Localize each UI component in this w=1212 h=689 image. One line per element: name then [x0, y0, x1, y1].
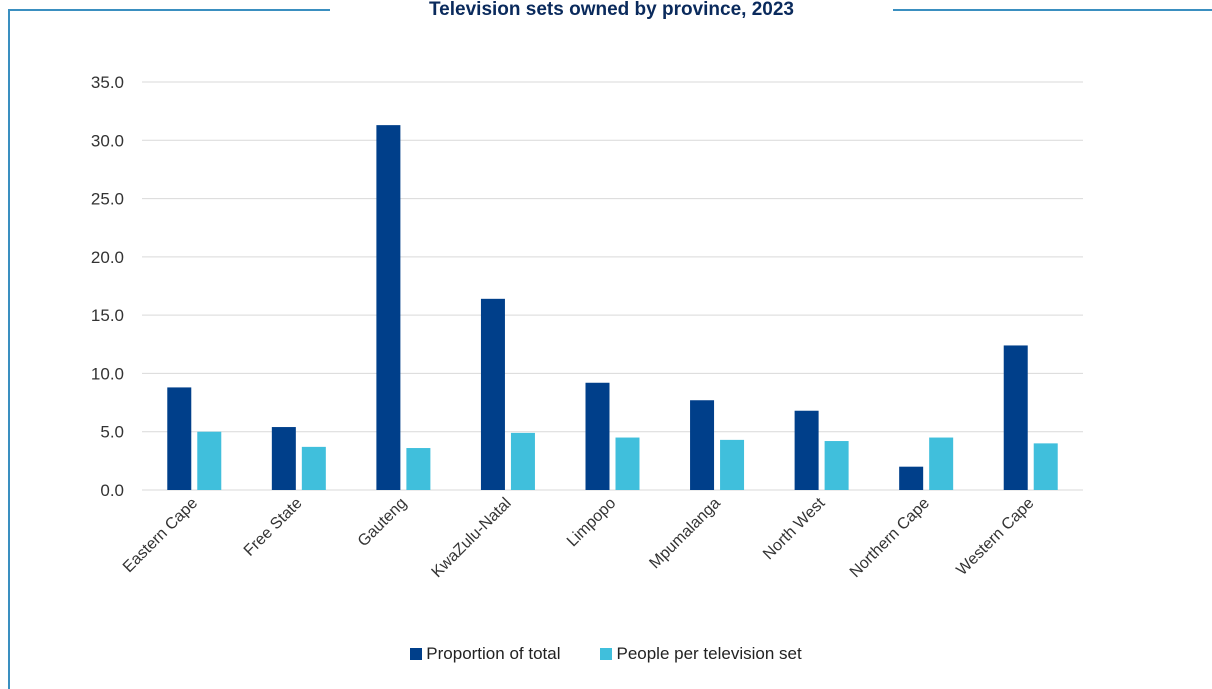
x-tick-label: Gauteng	[355, 495, 410, 550]
bar-proportion	[1004, 345, 1028, 490]
x-tick-label: North West	[760, 494, 829, 563]
y-tick-label: 20.0	[91, 248, 124, 267]
bar-people-per-set	[720, 440, 744, 490]
bar-people-per-set	[511, 433, 535, 490]
legend-item-proportion: Proportion of total	[410, 644, 560, 664]
legend-item-people-per-set: People per television set	[600, 644, 801, 664]
x-tick-label: Eastern Cape	[120, 495, 201, 576]
bar-proportion	[586, 383, 610, 490]
bar-proportion	[376, 125, 400, 490]
bar-people-per-set	[929, 438, 953, 490]
x-tick-label: Northern Cape	[847, 495, 933, 581]
x-tick-label: Limpopo	[564, 495, 619, 550]
y-tick-label: 15.0	[91, 306, 124, 325]
y-tick-label: 35.0	[91, 73, 124, 92]
y-tick-label: 0.0	[100, 481, 124, 500]
legend: Proportion of total People per televisio…	[0, 644, 1212, 664]
x-tick-label: Mpumalanga	[646, 495, 724, 572]
bar-proportion	[795, 411, 819, 490]
legend-label-people-per-set: People per television set	[616, 644, 801, 664]
x-tick-label: KwaZulu-Natal	[429, 495, 515, 581]
bar-people-per-set	[616, 438, 640, 490]
x-tick-label: Free State	[241, 495, 306, 560]
bar-people-per-set	[197, 432, 221, 490]
bar-people-per-set	[302, 447, 326, 490]
bar-proportion	[272, 427, 296, 490]
y-tick-label: 5.0	[100, 423, 124, 442]
legend-swatch-people-per-set	[600, 648, 612, 660]
bar-proportion	[899, 467, 923, 490]
bar-proportion	[167, 387, 191, 490]
x-tick-label: Western Cape	[953, 495, 1037, 579]
y-tick-label: 30.0	[91, 131, 124, 150]
bar-people-per-set	[1034, 443, 1058, 490]
bar-people-per-set	[406, 448, 430, 490]
y-tick-label: 10.0	[91, 364, 124, 383]
legend-swatch-proportion	[410, 648, 422, 660]
y-tick-label: 25.0	[91, 190, 124, 209]
bar-proportion	[481, 299, 505, 490]
bar-people-per-set	[825, 441, 849, 490]
legend-label-proportion: Proportion of total	[426, 644, 560, 664]
bar-proportion	[690, 400, 714, 490]
